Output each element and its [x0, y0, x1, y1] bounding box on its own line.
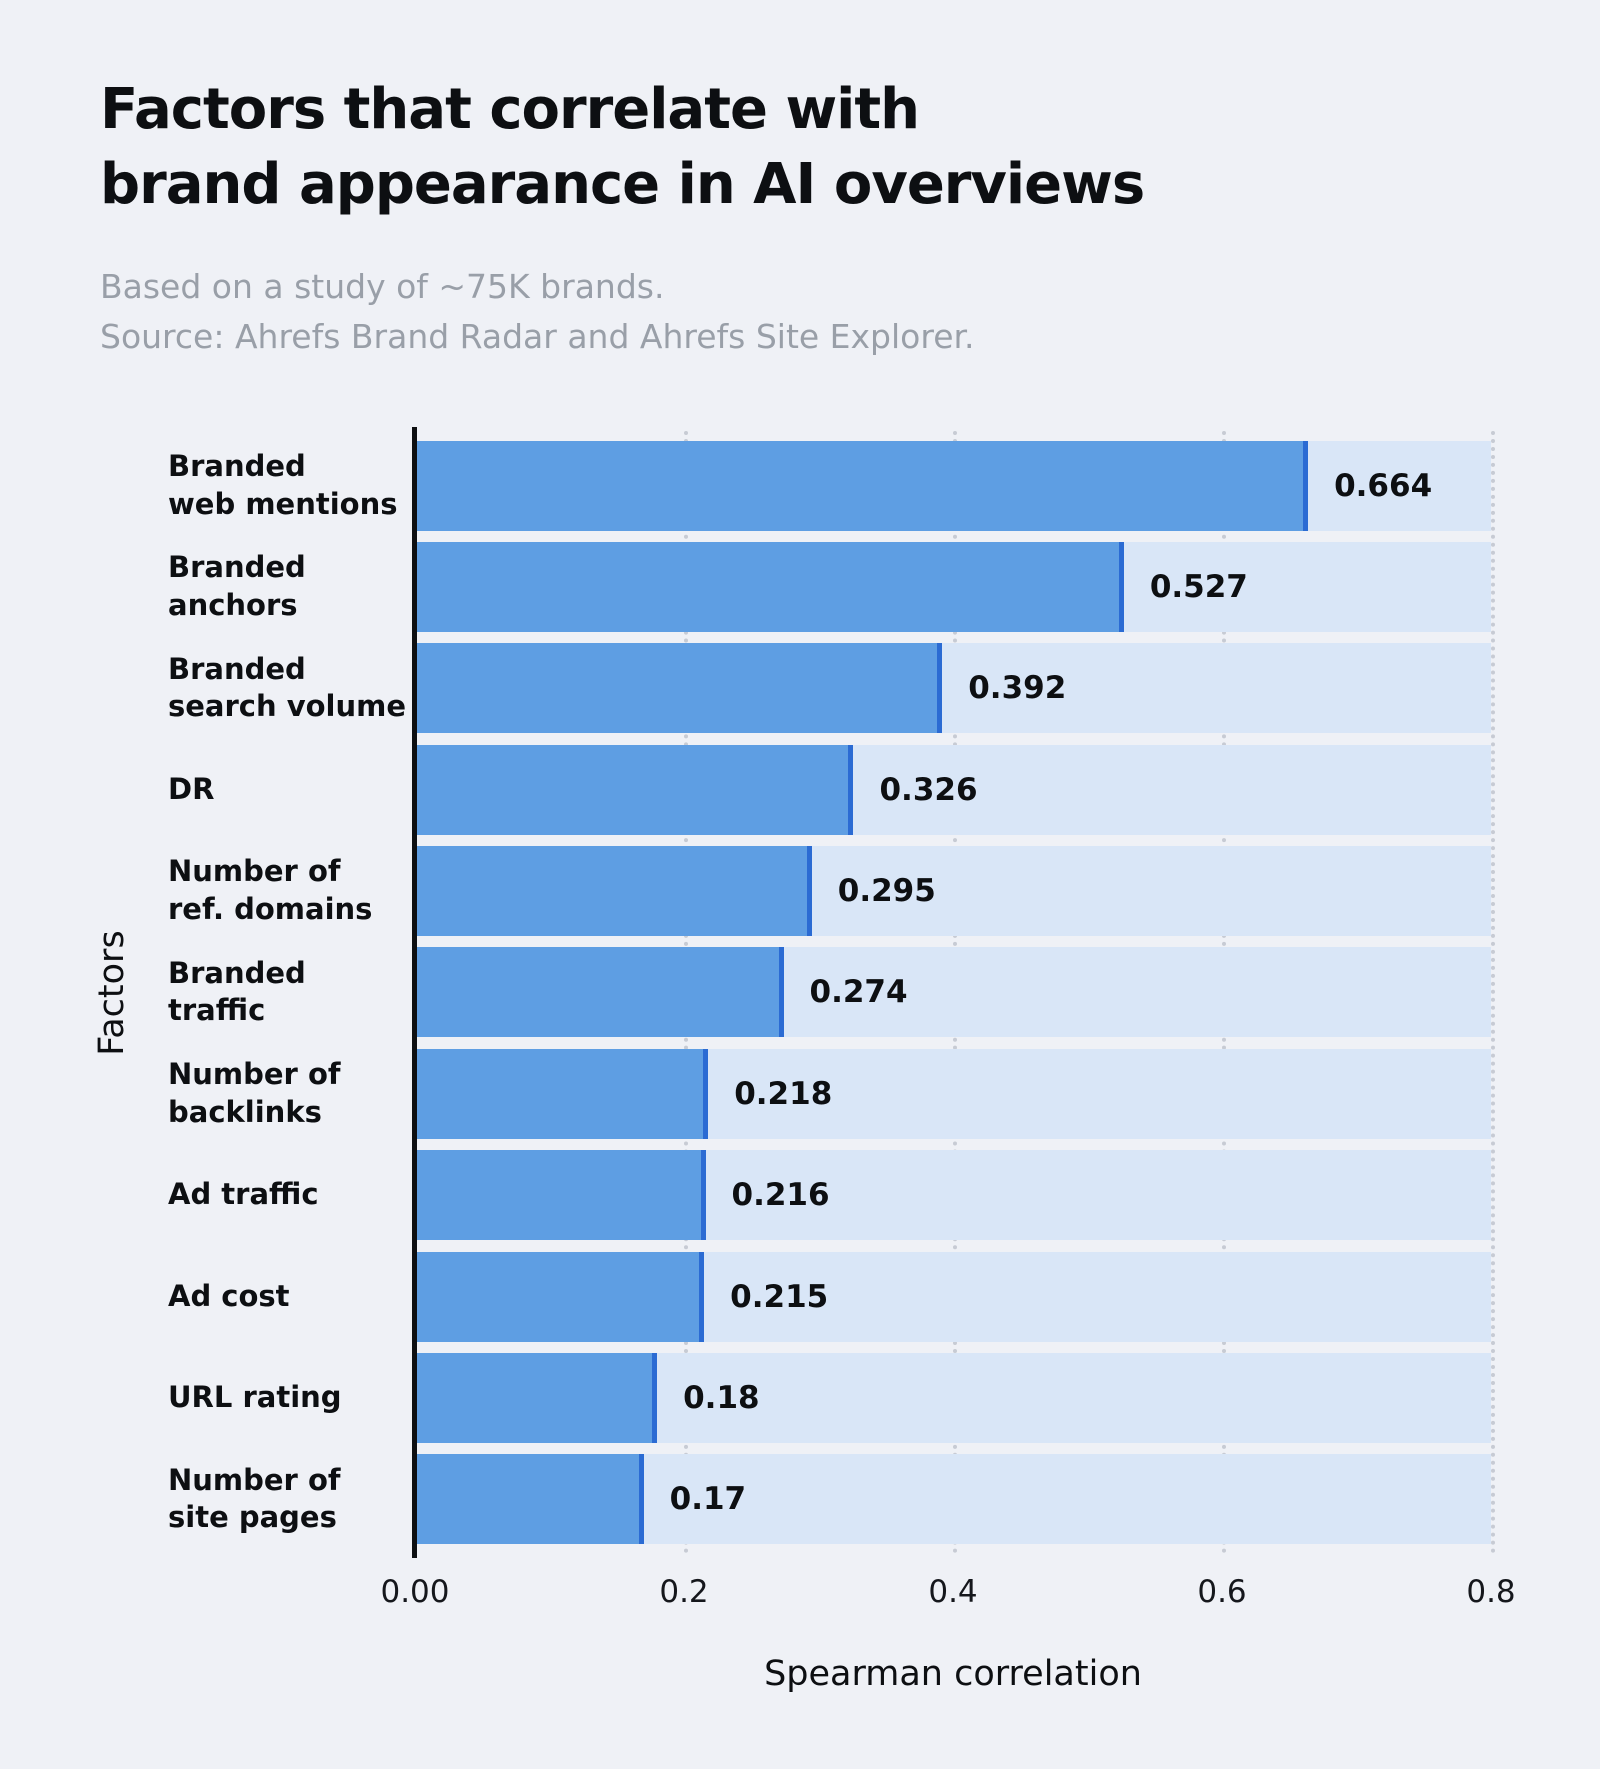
bar-track: 0.295 — [415, 846, 1491, 937]
bar-chart: Factors Branded web mentions Branded anch… — [92, 427, 1516, 1694]
bar-track: 0.664 — [415, 440, 1491, 531]
y-axis-line — [412, 427, 417, 1558]
chart-subtitle: Based on a study of ~75K brands. Source:… — [100, 267, 975, 356]
plot-rows: 0.664 0.527 0.392 0.326 0.295 0.274 0.218 0.216… — [415, 435, 1491, 1550]
bar-category-label: Branded traffic — [168, 955, 306, 1028]
bar-fill — [415, 744, 854, 835]
bar-category-label: DR — [168, 771, 215, 806]
bar-track: 0.326 — [415, 744, 1491, 835]
bar-value-label: 0.215 — [730, 1278, 829, 1315]
plot-area: 0.664 0.527 0.392 0.326 0.295 0.274 0.218 0.216… — [412, 427, 1495, 1558]
bar-category-label: Number of site pages — [168, 1462, 341, 1535]
bar-track: 0.18 — [415, 1352, 1491, 1443]
bar-category-label: Number of backlinks — [168, 1057, 341, 1129]
x-tick-label: 0.8 — [1466, 1574, 1516, 1610]
bar-track: 0.527 — [415, 542, 1491, 633]
bar-fill — [415, 1150, 706, 1241]
bar-value-label: 0.326 — [879, 771, 978, 808]
bar-category-label: Number of ref. domains — [168, 854, 373, 927]
bar-category-label: Branded anchors — [168, 550, 306, 623]
x-tick-label: 0.6 — [1197, 1574, 1247, 1610]
bar-row: 0.18 — [415, 1347, 1491, 1448]
x-axis-label: Spearman correlation — [764, 1654, 1142, 1694]
bar-row: 0.216 — [415, 1145, 1491, 1246]
chart-title: Factors that correlate with brand appear… — [100, 77, 1145, 218]
gridline — [1491, 431, 1495, 1554]
bar-track: 0.216 — [415, 1150, 1491, 1241]
bar-track: 0.218 — [415, 1048, 1491, 1139]
bar-row: 0.218 — [415, 1043, 1491, 1144]
x-tick-label: 0.2 — [659, 1574, 709, 1610]
category-labels-column: Branded web mentions Branded anchors Brand… — [168, 435, 415, 1550]
bar-track: 0.392 — [415, 643, 1491, 734]
bar-row: 0.17 — [415, 1449, 1491, 1550]
bar-row: 0.215 — [415, 1246, 1491, 1347]
bar-fill — [415, 1048, 709, 1139]
bar-row: 0.392 — [415, 638, 1491, 739]
bar-value-label: 0.527 — [1149, 569, 1248, 606]
bar-value-label: 0.18 — [683, 1379, 760, 1416]
bar-track: 0.274 — [415, 947, 1491, 1038]
bar-value-label: 0.664 — [1334, 467, 1433, 504]
bar-track: 0.215 — [415, 1251, 1491, 1342]
bar-fill — [415, 947, 784, 1038]
bar-category-label: Branded web mentions — [168, 448, 398, 521]
bar-fill — [415, 1251, 705, 1342]
bar-row: 0.664 — [415, 435, 1491, 536]
bar-value-label: 0.218 — [734, 1075, 833, 1112]
bar-category-label: Ad traffic — [168, 1177, 319, 1212]
x-tick-label: 0.4 — [928, 1574, 978, 1610]
bar-category-label: Branded search volume — [168, 651, 407, 724]
bar-value-label: 0.295 — [837, 873, 936, 910]
bar-row: 0.295 — [415, 840, 1491, 941]
bar-fill — [415, 1454, 644, 1545]
bar-value-label: 0.216 — [731, 1177, 830, 1214]
bar-value-label: 0.392 — [968, 670, 1067, 707]
bar-row: 0.326 — [415, 739, 1491, 840]
bar-row: 0.527 — [415, 536, 1491, 637]
bar-fill — [415, 542, 1124, 633]
y-axis-label: Factors — [92, 929, 132, 1056]
bar-row: 0.274 — [415, 942, 1491, 1043]
bar-fill — [415, 846, 812, 937]
bar-category-label: Ad cost — [168, 1278, 290, 1313]
bar-fill — [415, 643, 943, 734]
bar-track: 0.17 — [415, 1454, 1491, 1545]
x-tick-label: 0.00 — [380, 1574, 450, 1610]
x-axis-ticks: 0.00 0.2 0.4 0.6 0.8 — [380, 1574, 1515, 1618]
bar-fill — [415, 1352, 658, 1443]
bar-value-label: 0.274 — [809, 974, 908, 1011]
bar-category-label: URL rating — [168, 1380, 342, 1415]
bar-value-label: 0.17 — [669, 1481, 747, 1518]
bar-fill — [415, 440, 1309, 531]
